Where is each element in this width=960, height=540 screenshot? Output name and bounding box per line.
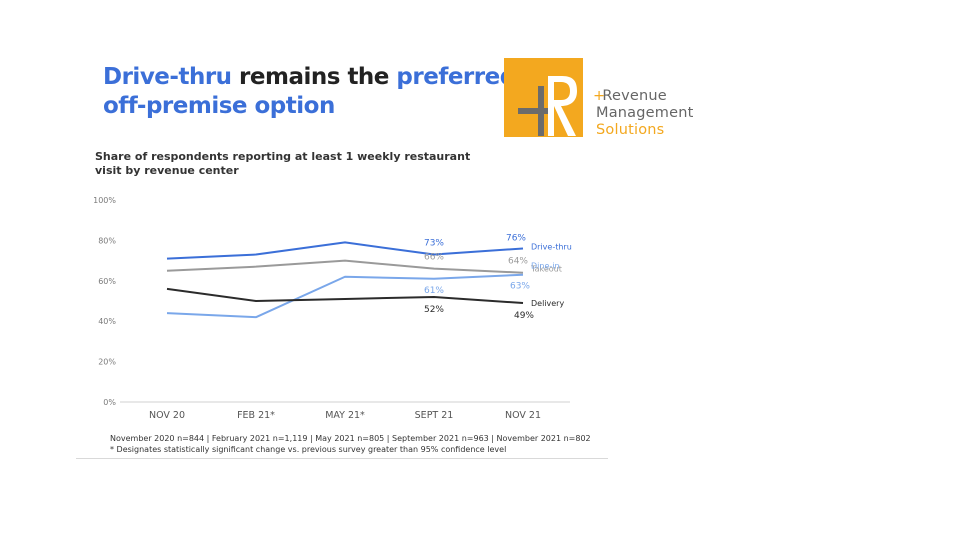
- headline: Drive-thru remains the preferred off-pre…: [103, 63, 516, 121]
- chart-title: Share of respondents reporting at least …: [95, 150, 471, 177]
- data-label: 73%: [424, 239, 444, 249]
- y-tick-label: 60%: [98, 277, 116, 286]
- data-label: 63%: [510, 282, 530, 292]
- headline-line-1: Drive-thru remains the preferred: [103, 63, 516, 92]
- series-line-dine-in: [166, 273, 524, 319]
- y-tick-label: 20%: [98, 358, 116, 367]
- data-label: 49%: [514, 311, 534, 321]
- y-tick-label: 0%: [103, 398, 116, 407]
- series-name-label: Dine-in: [531, 262, 560, 271]
- data-label: 64%: [508, 257, 528, 267]
- data-label: 66%: [424, 253, 444, 263]
- series-line-drive-thru: [166, 241, 524, 260]
- footnote-sample-sizes: November 2020 n=844 | February 2021 n=1,…: [110, 434, 591, 443]
- series-name-label: Takeout: [530, 265, 562, 274]
- logo-line-solutions: Solutions: [596, 122, 665, 138]
- series-line-delivery: [166, 287, 524, 305]
- logo-line-management: Management: [596, 105, 694, 121]
- data-label: 76%: [506, 233, 526, 243]
- logo-mark: [504, 58, 583, 137]
- footnote: November 2020 n=844 | February 2021 n=1,…: [110, 433, 591, 455]
- data-label: 52%: [424, 305, 444, 315]
- headline-line-2: off-premise option: [103, 93, 335, 119]
- logo-line-revenue: +Revenue: [593, 88, 667, 104]
- data-label: 61%: [424, 286, 444, 296]
- divider: [76, 458, 608, 459]
- logo-wordmark: +Revenue Management Solutions: [593, 88, 694, 139]
- logo-r-plus-icon: [518, 76, 577, 136]
- y-tick-label: 40%: [98, 317, 116, 326]
- x-tick-label: NOV 21: [505, 410, 541, 421]
- footnote-significance: * Designates statistically significant c…: [110, 445, 507, 454]
- x-tick-label: SEPT 21: [415, 410, 454, 421]
- headline-accent-preferred: preferred: [396, 64, 516, 90]
- y-tick-label: 80%: [98, 236, 116, 245]
- x-tick-label: FEB 21*: [237, 410, 275, 421]
- x-tick-label: MAY 21*: [325, 410, 365, 421]
- series-name-label: Delivery: [531, 299, 564, 308]
- series-name-label: Drive-thru: [531, 242, 572, 251]
- headline-accent-drive-thru: Drive-thru: [103, 64, 232, 90]
- y-tick-label: 100%: [93, 196, 116, 205]
- x-tick-label: NOV 20: [149, 410, 185, 421]
- logo-plus-icon: +: [593, 88, 606, 104]
- series-line-takeout: [166, 259, 524, 274]
- headline-text: remains the: [231, 64, 397, 90]
